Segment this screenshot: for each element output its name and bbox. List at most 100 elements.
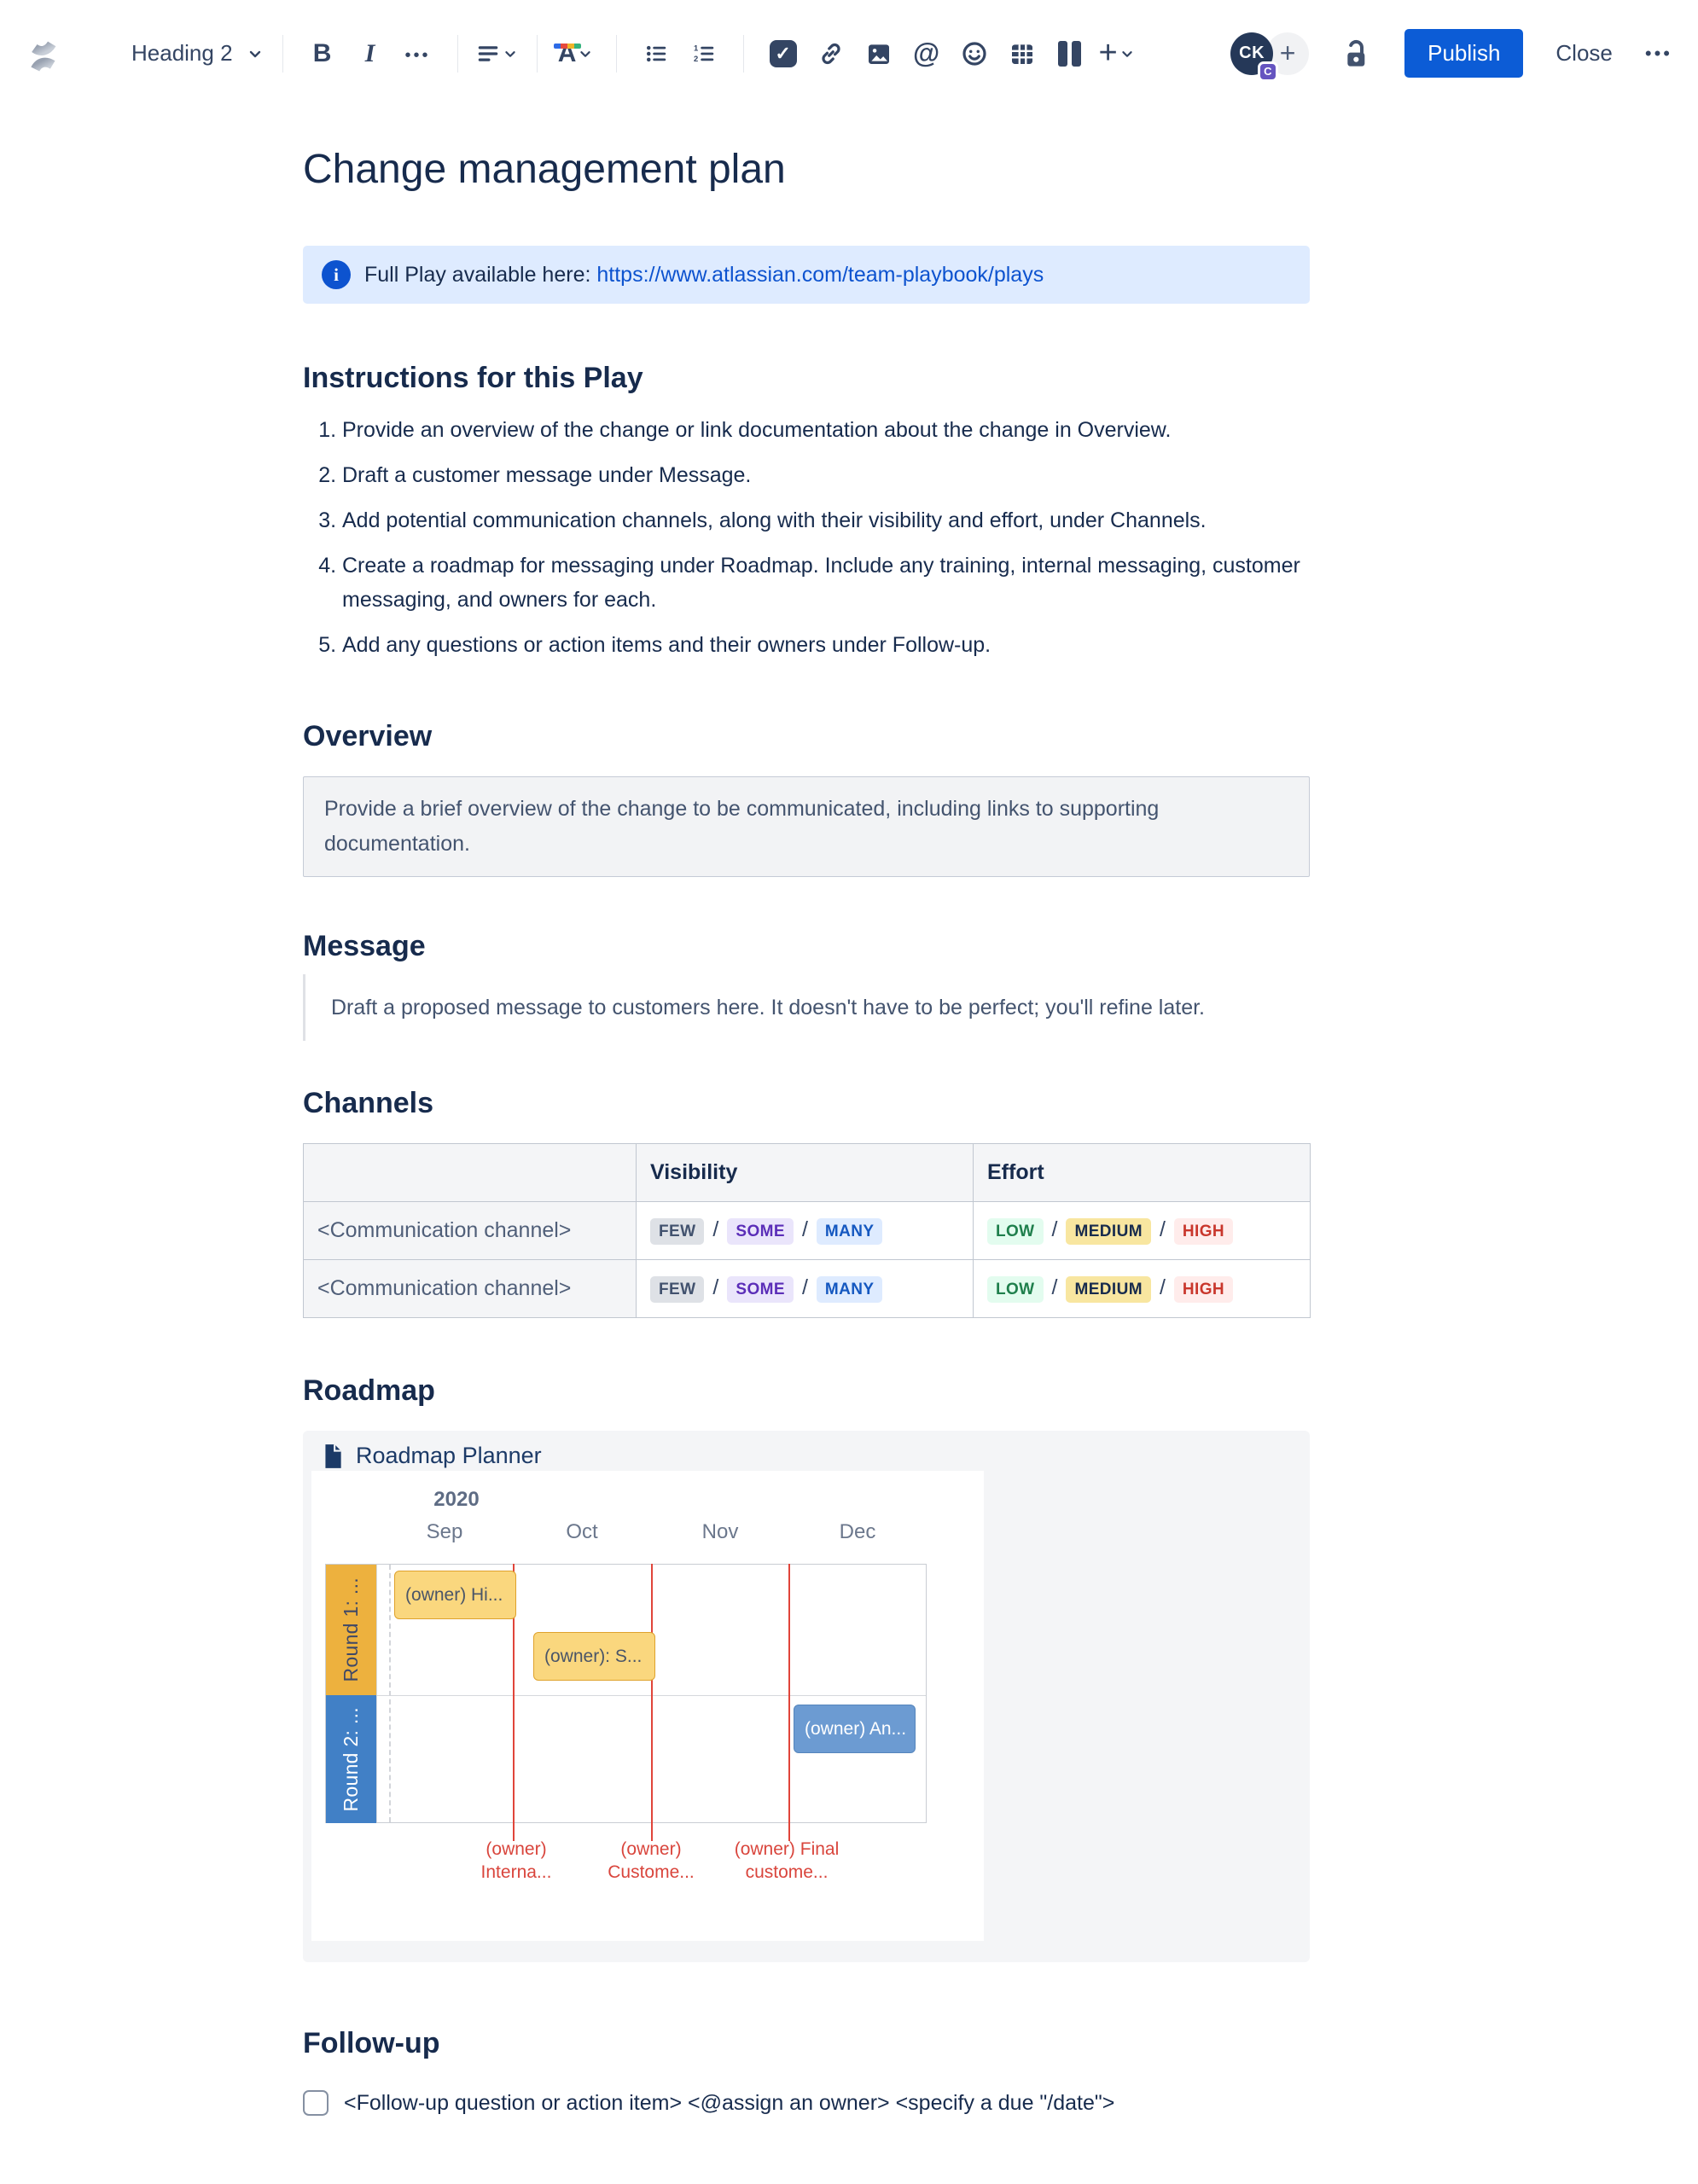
- numbered-list-icon: 12: [694, 44, 713, 62]
- restrictions-button[interactable]: [1343, 38, 1370, 70]
- toolbar-separator: [615, 34, 617, 73]
- effort-cell[interactable]: LOW / MEDIUM / HIGH: [973, 1201, 1311, 1260]
- roadmap-bar[interactable]: (owner) Hi...: [394, 1571, 516, 1619]
- confluence-logo-icon: [31, 40, 56, 72]
- channel-column-header[interactable]: [303, 1143, 637, 1202]
- visibility-badge-many: MANY: [816, 1275, 883, 1303]
- instruction-item[interactable]: Draft a customer message under Message.: [342, 458, 1310, 492]
- lane-round-1[interactable]: Round 1: ...: [326, 1565, 376, 1695]
- instructions-heading: Instructions for this Play: [303, 362, 643, 394]
- toolbar-left: Heading 2 B I ••• A: [26, 31, 1140, 77]
- instruction-item[interactable]: Provide an overview of the change or lin…: [342, 413, 1310, 447]
- document-icon: [325, 1443, 341, 1468]
- columns-icon: [1058, 40, 1082, 67]
- milestone-label-line: Interna...: [480, 1862, 552, 1882]
- effort-badge-medium: MEDIUM: [1066, 1275, 1151, 1303]
- today-marker-line: [389, 1565, 391, 1822]
- editor-toolbar: Heading 2 B I ••• A: [0, 0, 1698, 107]
- italic-button[interactable]: I: [364, 38, 375, 67]
- message-heading: Message: [303, 930, 426, 962]
- avatar[interactable]: CK C: [1230, 32, 1279, 82]
- channel-cell[interactable]: <Communication channel>: [303, 1201, 637, 1260]
- avatar-initials: CK: [1239, 44, 1265, 62]
- table-row: <Communication channel> FEW / SOME / MANY LO…: [303, 1259, 1311, 1318]
- text-color-icon: A: [553, 40, 581, 67]
- roadmap-planner-macro[interactable]: Roadmap Planner 2020 Sep Oct Nov Dec Rou…: [303, 1431, 1310, 1962]
- bold-button[interactable]: B: [312, 38, 332, 67]
- roadmap-bar[interactable]: (owner): S...: [533, 1632, 655, 1681]
- overview-heading: Overview: [303, 720, 433, 752]
- chevron-down-icon: [580, 50, 591, 57]
- overview-placeholder-box[interactable]: Provide a brief overview of the change t…: [303, 776, 1310, 877]
- badge-separator: /: [712, 1217, 719, 1241]
- effort-badge-high: HIGH: [1173, 1217, 1233, 1245]
- effort-badge-high: HIGH: [1173, 1275, 1233, 1303]
- playbook-link[interactable]: https://www.atlassian.com/team-playbook/…: [596, 262, 1044, 287]
- toolbar-separator: [282, 34, 283, 73]
- lane-round-2[interactable]: Round 2: ...: [326, 1695, 376, 1823]
- effort-badge-medium: MEDIUM: [1066, 1217, 1151, 1245]
- timeline-grid: Round 1: ... Round 2: ...: [325, 1564, 927, 1823]
- visibility-badge-few: FEW: [650, 1275, 705, 1303]
- effort-badge-low: LOW: [987, 1217, 1044, 1245]
- link-button[interactable]: [809, 31, 853, 77]
- lane-label: Round 1: ...: [340, 1577, 362, 1682]
- instructions-list: Provide an overview of the change or lin…: [303, 413, 1310, 662]
- insert-more-button[interactable]: +: [1096, 31, 1140, 77]
- table-row: <Communication channel> FEW / SOME / MANY LO…: [303, 1201, 1311, 1260]
- plus-icon: +: [1098, 35, 1118, 71]
- visibility-cell[interactable]: FEW / SOME / MANY: [636, 1259, 974, 1318]
- bullet-list-button[interactable]: [634, 31, 678, 77]
- emoji-button[interactable]: [952, 31, 997, 77]
- svg-text:1: 1: [694, 44, 698, 52]
- milestone-line: [513, 1564, 515, 1841]
- timeline-month: Nov: [701, 1520, 739, 1543]
- block-style-label: Heading 2: [131, 40, 233, 66]
- visibility-cell[interactable]: FEW / SOME / MANY: [636, 1201, 974, 1260]
- more-formatting-button[interactable]: •••: [404, 46, 431, 65]
- mention-button[interactable]: @: [912, 38, 940, 68]
- timeline-month: Sep: [426, 1520, 463, 1543]
- link-icon: [821, 43, 840, 64]
- macro-title: Roadmap Planner: [356, 1443, 542, 1468]
- bullet-list-icon: [646, 45, 666, 61]
- instruction-item[interactable]: Add potential communication channels, al…: [342, 503, 1310, 537]
- roadmap-bar[interactable]: (owner) An...: [794, 1705, 916, 1753]
- image-icon: [868, 44, 889, 64]
- visibility-badge-few: FEW: [650, 1217, 705, 1245]
- table-button[interactable]: [1000, 31, 1044, 77]
- instruction-item[interactable]: Add any questions or action items and th…: [342, 628, 1310, 662]
- effort-column-header[interactable]: Effort: [973, 1143, 1311, 1202]
- action-item-checkbox[interactable]: [303, 2090, 329, 2116]
- instruction-item[interactable]: Create a roadmap for messaging under Roa…: [342, 549, 1310, 617]
- confluence-badge: C: [1258, 61, 1279, 82]
- grid-line: [376, 1565, 377, 1822]
- badge-separator: /: [801, 1217, 808, 1241]
- timeline-month: Dec: [839, 1520, 876, 1543]
- alignment-button[interactable]: [475, 31, 520, 77]
- roadmap-chart[interactable]: 2020 Sep Oct Nov Dec Round 1: ... Round …: [311, 1471, 984, 1941]
- visibility-badge-some: SOME: [727, 1275, 794, 1303]
- publish-button[interactable]: Publish: [1404, 29, 1524, 78]
- text-color-button[interactable]: A: [553, 31, 599, 77]
- macro-header: Roadmap Planner: [322, 1443, 542, 1469]
- visibility-column-header[interactable]: Visibility: [636, 1143, 974, 1202]
- info-panel[interactable]: i Full Play available here: https://www.…: [303, 246, 1310, 304]
- channel-cell[interactable]: <Communication channel>: [303, 1259, 637, 1318]
- milestone-label: (owner) Interna...: [427, 1838, 606, 1884]
- info-panel-text: Full Play available here: https://www.at…: [364, 263, 1044, 288]
- close-button[interactable]: Close: [1556, 40, 1613, 66]
- unlock-icon: [1347, 39, 1365, 67]
- action-item-button[interactable]: ✓: [761, 31, 805, 77]
- block-style-dropdown[interactable]: Heading 2: [131, 40, 265, 67]
- insert-image-button[interactable]: [857, 31, 901, 77]
- more-menu-button[interactable]: •••: [1644, 42, 1672, 64]
- action-item-text[interactable]: <Follow-up question or action item> <@as…: [344, 2090, 1115, 2115]
- effort-cell[interactable]: LOW / MEDIUM / HIGH: [973, 1259, 1311, 1318]
- milestone-label-line: (owner): [486, 1839, 547, 1859]
- message-placeholder-quote[interactable]: Draft a proposed message to customers he…: [303, 974, 1310, 1041]
- table-icon: [1011, 44, 1032, 64]
- page-title[interactable]: Change management plan: [303, 147, 786, 192]
- layouts-button[interactable]: [1048, 31, 1092, 77]
